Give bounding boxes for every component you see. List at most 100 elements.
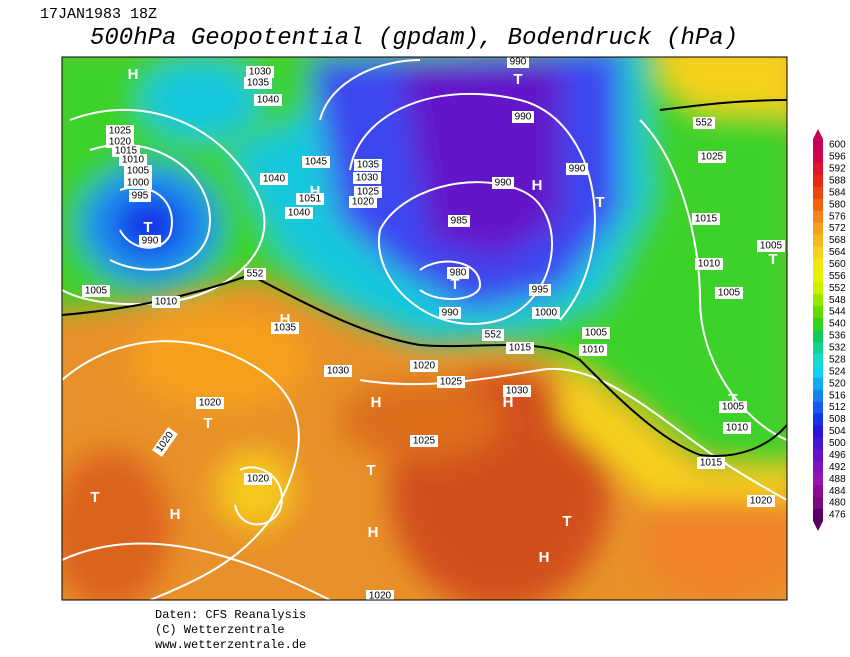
isobar-label-group: 1040 — [285, 207, 313, 219]
isobar-label-group: 990 — [439, 307, 461, 319]
isobar-label-box — [410, 435, 438, 447]
colorbar-swatch — [813, 246, 823, 259]
colorbar-swatch — [813, 353, 823, 367]
isobar-label-group: 1035 — [354, 159, 382, 171]
isobar-label: 1005 — [718, 288, 741, 299]
isobar-label-box — [512, 111, 534, 123]
isobar-label-box — [139, 235, 161, 247]
colorbar-swatch — [813, 186, 823, 200]
colorbar-label: 568 — [829, 235, 846, 246]
isobar-label: 1030 — [356, 173, 379, 184]
isobar-label: 990 — [142, 236, 159, 247]
isobar-label-box — [271, 322, 299, 334]
colorbar-label: 492 — [829, 462, 846, 473]
isobar-label-group: 1020 — [410, 360, 438, 372]
isobar-label-group: 1010 — [695, 258, 723, 270]
colorbar-swatch — [813, 270, 823, 283]
colorbar-label: 520 — [829, 378, 846, 389]
colorbar-swatch — [813, 330, 823, 343]
isobar-label: 1015 — [115, 146, 138, 157]
isobar-label-group: 995 — [529, 284, 551, 296]
isobar-label: 1025 — [109, 126, 132, 137]
isobar-label: 1030 — [249, 67, 272, 78]
footer-line: www.wetterzentrale.de — [155, 638, 306, 652]
isobar-label-group: 1025 — [410, 435, 438, 447]
isobar-label-box — [124, 177, 152, 189]
isobar-label: 1025 — [413, 436, 436, 447]
isobar-label-group: 1035 — [244, 77, 272, 89]
isobar-label: 1005 — [585, 328, 608, 339]
pressure-center: T — [366, 462, 375, 479]
isobar-label-box — [692, 213, 720, 225]
colorbar-bottom-arrow — [813, 520, 823, 531]
isobar-label-group: 990 — [512, 111, 534, 123]
isobar-label-box — [152, 296, 180, 308]
pressure-center: H — [310, 183, 321, 200]
colorbar-swatch — [813, 234, 823, 247]
colorbar-label: 480 — [829, 498, 846, 509]
isobar-label-box — [152, 427, 178, 457]
footer-line: (C) Wetterzentrale — [155, 623, 285, 637]
isobar-label-group: 1020 — [366, 590, 394, 600]
isobar-label-box — [244, 473, 272, 485]
isobar-label: 995 — [132, 191, 149, 202]
colorbar-swatch — [813, 306, 823, 319]
isobar-label-box — [506, 342, 534, 354]
colorbar-swatch — [813, 198, 823, 212]
colorbar-label: 552 — [829, 283, 846, 294]
colorbar-label: 592 — [829, 164, 846, 175]
colorbar-label: 588 — [829, 175, 846, 186]
colorbar: 6005965925885845805765725685645605565525… — [813, 129, 846, 531]
isobar-label: 1015 — [695, 214, 718, 225]
isobar-label: 990 — [515, 112, 532, 123]
pressure-center: H — [170, 506, 181, 523]
isobar-label-group: 1005 — [582, 327, 610, 339]
colorbar-label: 524 — [829, 366, 846, 377]
isobar-label-box — [582, 327, 610, 339]
isobar-label: 1005 — [760, 241, 783, 252]
isobar-label: 1005 — [85, 286, 108, 297]
isobar-label-box — [437, 376, 465, 388]
colorbar-top-arrow — [813, 129, 823, 140]
pressure-center: T — [728, 391, 737, 408]
isobar-label-box — [532, 307, 560, 319]
isobar-label-box — [579, 344, 607, 356]
isobar-label-group: 1015 — [692, 213, 720, 225]
colorbar-label: 596 — [829, 152, 846, 163]
colorbar-swatch — [813, 413, 823, 426]
isobar-label-group: 1025 — [698, 151, 726, 163]
isobar-label-group: 990 — [492, 177, 514, 189]
colorbar-label: 528 — [829, 354, 846, 365]
colorbar-swatch — [813, 473, 823, 486]
colorbar-label: 512 — [829, 402, 846, 413]
colorbar-label: 544 — [829, 307, 846, 318]
map-title: 500hPa Geopotential (gpdam), Bodendruck … — [90, 25, 738, 52]
pressure-center: H — [280, 311, 291, 328]
isobar-label: 1020 — [199, 398, 222, 409]
colorbar-swatch — [813, 377, 823, 391]
colorbar-swatch — [813, 222, 823, 236]
isobar-label: 990 — [442, 308, 459, 319]
isobar-label-group: 1025 — [106, 125, 134, 137]
colorbar-swatch — [813, 365, 823, 379]
colorbar-label: 476 — [829, 510, 846, 521]
isobar-label-box — [719, 401, 747, 413]
colorbar-swatch — [813, 139, 823, 152]
isobar-label-box — [566, 163, 588, 175]
isobar-label-box — [697, 457, 725, 469]
isobar-label: 1020 — [413, 361, 436, 372]
height-label-group: 552 — [244, 268, 266, 280]
isobar-label-group: 1020 — [349, 196, 377, 208]
isobar-label-group: 1030 — [353, 172, 381, 184]
isobar-label-box — [196, 397, 224, 409]
isobar-label-box — [354, 186, 382, 198]
height-label-box — [482, 329, 504, 341]
isobar-label-box — [260, 173, 288, 185]
colorbar-swatch — [813, 389, 823, 403]
colorbar-swatch — [813, 294, 823, 307]
isobar-label: 1020 — [750, 496, 773, 507]
colorbar-label: 508 — [829, 414, 846, 425]
pressure-center: T — [90, 489, 99, 506]
colorbar-label: 516 — [829, 390, 846, 401]
isobar-label-group: 1000 — [124, 177, 152, 189]
